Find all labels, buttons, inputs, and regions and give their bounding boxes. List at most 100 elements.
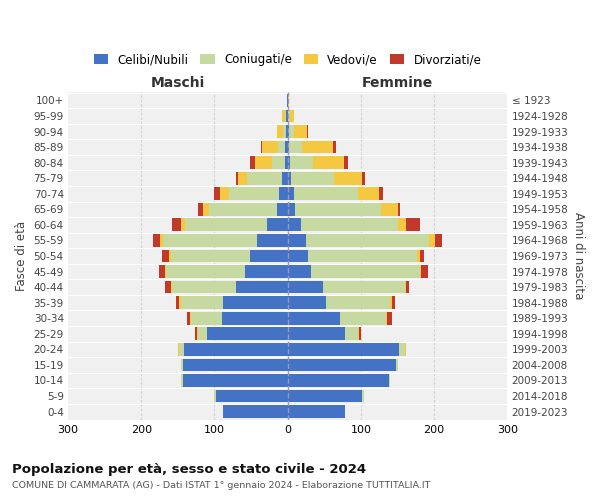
Bar bbox=[287, 234, 306, 247]
Bar bbox=[334, 172, 362, 184]
Bar bbox=[256, 156, 272, 169]
Bar bbox=[181, 374, 183, 387]
Bar bbox=[287, 265, 311, 278]
Bar bbox=[287, 374, 389, 387]
Legend: Celibi/Nubili, Coniugati/e, Vedovi/e, Divorziati/e: Celibi/Nubili, Coniugati/e, Vedovi/e, Di… bbox=[89, 48, 486, 71]
Bar bbox=[170, 280, 172, 293]
Bar bbox=[333, 140, 336, 153]
Bar bbox=[247, 172, 282, 184]
Bar bbox=[187, 312, 190, 324]
Bar bbox=[286, 125, 287, 138]
Bar bbox=[311, 265, 419, 278]
Bar bbox=[287, 312, 340, 324]
Bar bbox=[289, 110, 290, 122]
Bar bbox=[203, 203, 209, 215]
Bar bbox=[197, 203, 203, 215]
Bar bbox=[159, 265, 164, 278]
Bar bbox=[245, 265, 287, 278]
Text: Maschi: Maschi bbox=[151, 76, 205, 90]
Bar bbox=[344, 156, 349, 169]
Bar bbox=[170, 250, 250, 262]
Bar bbox=[340, 312, 386, 324]
Bar bbox=[286, 110, 287, 122]
Bar bbox=[307, 125, 308, 138]
Bar bbox=[209, 203, 277, 215]
Bar bbox=[405, 280, 406, 293]
Bar bbox=[169, 250, 170, 262]
Bar bbox=[379, 188, 383, 200]
Bar bbox=[282, 172, 287, 184]
Bar bbox=[267, 218, 287, 232]
Bar bbox=[178, 343, 179, 355]
Bar bbox=[277, 125, 283, 138]
Bar bbox=[390, 296, 392, 309]
Bar bbox=[292, 172, 334, 184]
Text: Popolazione per età, sesso e stato civile - 2024: Popolazione per età, sesso e stato civil… bbox=[12, 462, 366, 475]
Bar bbox=[396, 358, 398, 372]
Bar bbox=[287, 358, 396, 372]
Bar bbox=[290, 110, 294, 122]
Bar bbox=[290, 156, 313, 169]
Bar bbox=[287, 296, 326, 309]
Bar bbox=[164, 265, 166, 278]
Bar bbox=[172, 280, 236, 293]
Bar bbox=[181, 296, 223, 309]
Bar bbox=[257, 234, 287, 247]
Bar bbox=[285, 110, 286, 122]
Bar bbox=[416, 250, 419, 262]
Bar bbox=[236, 172, 238, 184]
Bar bbox=[289, 140, 302, 153]
Bar bbox=[289, 125, 293, 138]
Bar bbox=[278, 140, 286, 153]
Bar bbox=[287, 343, 399, 355]
Bar bbox=[386, 312, 388, 324]
Bar bbox=[214, 188, 220, 200]
Bar bbox=[293, 188, 358, 200]
Bar bbox=[250, 156, 256, 169]
Bar bbox=[285, 156, 287, 169]
Bar bbox=[382, 203, 398, 215]
Bar bbox=[345, 328, 358, 340]
Bar bbox=[183, 358, 287, 372]
Bar bbox=[389, 374, 390, 387]
Bar bbox=[250, 250, 287, 262]
Bar bbox=[399, 343, 405, 355]
Bar bbox=[229, 188, 279, 200]
Bar bbox=[287, 110, 289, 122]
Bar bbox=[222, 312, 287, 324]
Bar bbox=[287, 156, 290, 169]
Bar bbox=[287, 203, 295, 215]
Bar bbox=[287, 188, 293, 200]
Bar bbox=[214, 390, 216, 402]
Bar bbox=[429, 234, 435, 247]
Bar bbox=[196, 328, 197, 340]
Bar bbox=[220, 188, 229, 200]
Y-axis label: Fasce di età: Fasce di età bbox=[15, 221, 28, 291]
Bar bbox=[183, 374, 287, 387]
Bar bbox=[287, 140, 289, 153]
Bar bbox=[282, 110, 285, 122]
Bar bbox=[287, 280, 323, 293]
Bar bbox=[388, 312, 392, 324]
Bar bbox=[287, 172, 292, 184]
Bar bbox=[172, 218, 181, 232]
Bar bbox=[287, 328, 345, 340]
Bar bbox=[295, 203, 382, 215]
Bar bbox=[262, 140, 278, 153]
Bar bbox=[166, 265, 245, 278]
Bar bbox=[160, 234, 163, 247]
Bar bbox=[153, 234, 160, 247]
Bar bbox=[287, 125, 289, 138]
Bar bbox=[419, 250, 424, 262]
Bar bbox=[179, 343, 184, 355]
Bar bbox=[358, 328, 359, 340]
Bar bbox=[421, 265, 428, 278]
Bar bbox=[185, 218, 267, 232]
Y-axis label: Anni di nascita: Anni di nascita bbox=[572, 212, 585, 300]
Text: Femmine: Femmine bbox=[362, 76, 433, 90]
Bar bbox=[398, 203, 400, 215]
Bar bbox=[419, 265, 421, 278]
Text: COMUNE DI CAMMARATA (AG) - Dati ISTAT 1° gennaio 2024 - Elaborazione TUTTITALIA.: COMUNE DI CAMMARATA (AG) - Dati ISTAT 1°… bbox=[12, 481, 430, 490]
Bar bbox=[181, 218, 185, 232]
Bar bbox=[323, 280, 405, 293]
